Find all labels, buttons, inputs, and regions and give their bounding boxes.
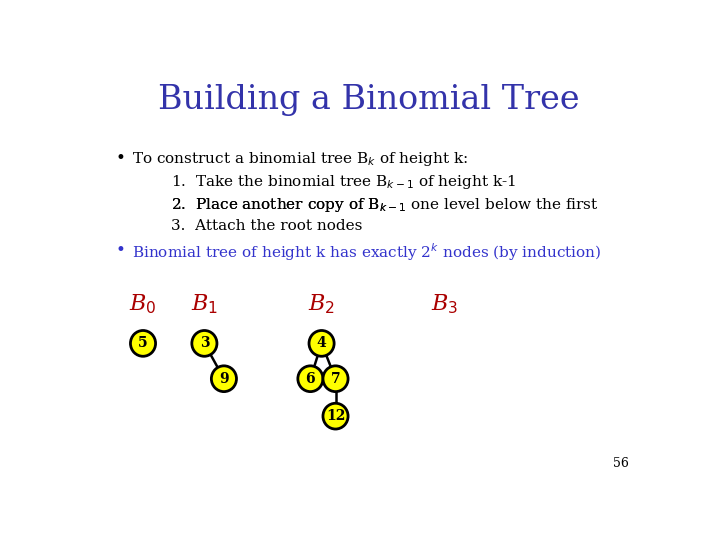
Text: B$_1$: B$_1$ [191,292,218,316]
Text: B$_2$: B$_2$ [308,292,335,316]
Text: 7: 7 [330,372,341,386]
Text: 3: 3 [199,336,210,350]
Ellipse shape [323,366,348,392]
Ellipse shape [309,330,334,356]
Ellipse shape [212,366,236,392]
Ellipse shape [130,330,156,356]
Text: B$_3$: B$_3$ [431,292,458,316]
Ellipse shape [192,330,217,356]
Text: Building a Binomial Tree: Building a Binomial Tree [158,84,580,116]
Text: 9: 9 [219,372,229,386]
Text: •: • [116,150,125,167]
Text: •: • [116,241,125,259]
Text: To construct a binomial tree B$_k$ of height k:: To construct a binomial tree B$_k$ of he… [132,150,468,168]
Ellipse shape [323,403,348,429]
Text: Binomial tree of height k has exactly 2$^k$ nodes (by induction): Binomial tree of height k has exactly 2$… [132,241,601,263]
Text: B$_0$: B$_0$ [129,292,157,316]
Ellipse shape [298,366,323,392]
Text: 2.  Place another copy of B$_{k-1}$ one level below the first: 2. Place another copy of B$_{k-1}$ one l… [171,196,599,214]
Text: 6: 6 [305,372,315,386]
Text: 2.  Place another copy of B$_{k-1}$: 2. Place another copy of B$_{k-1}$ [171,196,408,214]
Text: 4: 4 [317,336,326,350]
Text: 3.  Attach the root nodes: 3. Attach the root nodes [171,219,362,233]
Text: 56: 56 [613,457,629,470]
Text: 1.  Take the binomial tree B$_{k-1}$ of height k-1: 1. Take the binomial tree B$_{k-1}$ of h… [171,173,516,191]
Text: 5: 5 [138,336,148,350]
Text: 12: 12 [326,409,345,423]
